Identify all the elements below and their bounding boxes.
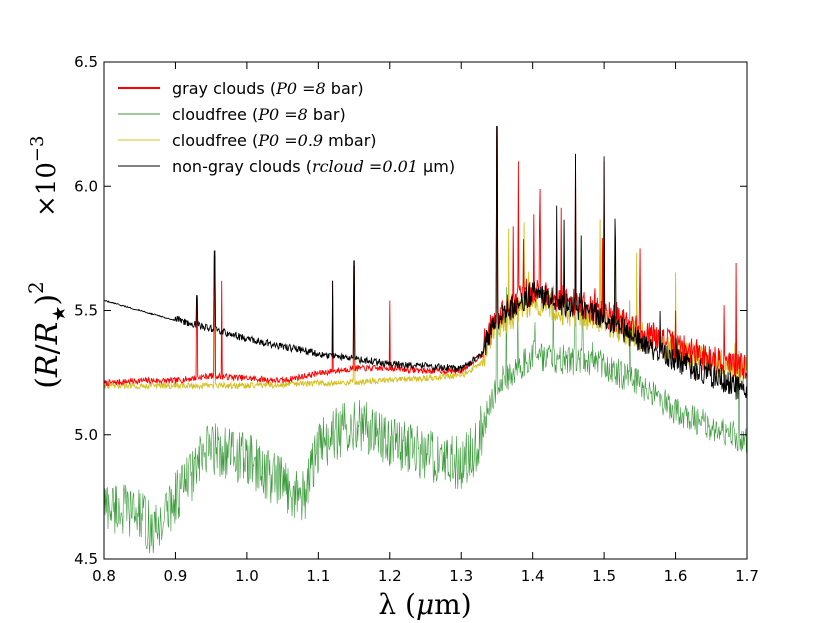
x-tick-label: 1.6 <box>664 567 688 585</box>
x-tick-label: 0.8 <box>92 567 116 585</box>
series-line <box>104 126 747 387</box>
x-axis-label: λ (μm) <box>378 588 471 621</box>
x-tick-label: 1.0 <box>235 567 259 585</box>
x-tick-label: 1.3 <box>449 567 473 585</box>
legend-entry: gray clouds (P0 =8 bar) <box>172 79 364 98</box>
y-tick-label: 5.5 <box>74 302 98 320</box>
y-tick-label: 4.5 <box>74 550 98 568</box>
x-tick-label: 1.4 <box>521 567 545 585</box>
x-tick-label: 1.7 <box>735 567 759 585</box>
y-axis-ticks: 4.5 5.0 5.5 6.0 6.5 <box>74 53 747 568</box>
x-tick-label: 1.5 <box>592 567 616 585</box>
svg-text:(R/R★)2: (R/R★)2 <box>24 281 70 389</box>
y-axis-label: (R/R★)2 ×10−3 <box>24 136 70 389</box>
legend-entry: non-gray clouds (rcloud =0.01 μm) <box>172 157 455 176</box>
series-line <box>104 126 747 400</box>
x-tick-label: 0.9 <box>164 567 188 585</box>
series-line <box>104 136 747 554</box>
y-tick-label: 6.0 <box>74 177 98 195</box>
y-tick-label: 6.5 <box>74 53 98 71</box>
series-line <box>104 136 747 391</box>
x-tick-label: 1.2 <box>378 567 402 585</box>
legend-entry: cloudfree (P0 =0.9 mbar) <box>172 131 377 150</box>
x-axis-ticks: 0.8 0.9 1.0 1.1 1.2 1.3 1.4 1.5 1.6 1.7 <box>92 62 759 585</box>
legend-entry: cloudfree (P0 =8 bar) <box>172 105 346 124</box>
x-tick-label: 1.1 <box>306 567 330 585</box>
legend: gray clouds (P0 =8 bar) cloudfree (P0 =8 … <box>118 79 455 176</box>
y-axis-multiplier: ×10−3 <box>27 136 62 217</box>
y-tick-label: 5.0 <box>74 426 98 444</box>
series-layer <box>104 126 747 554</box>
